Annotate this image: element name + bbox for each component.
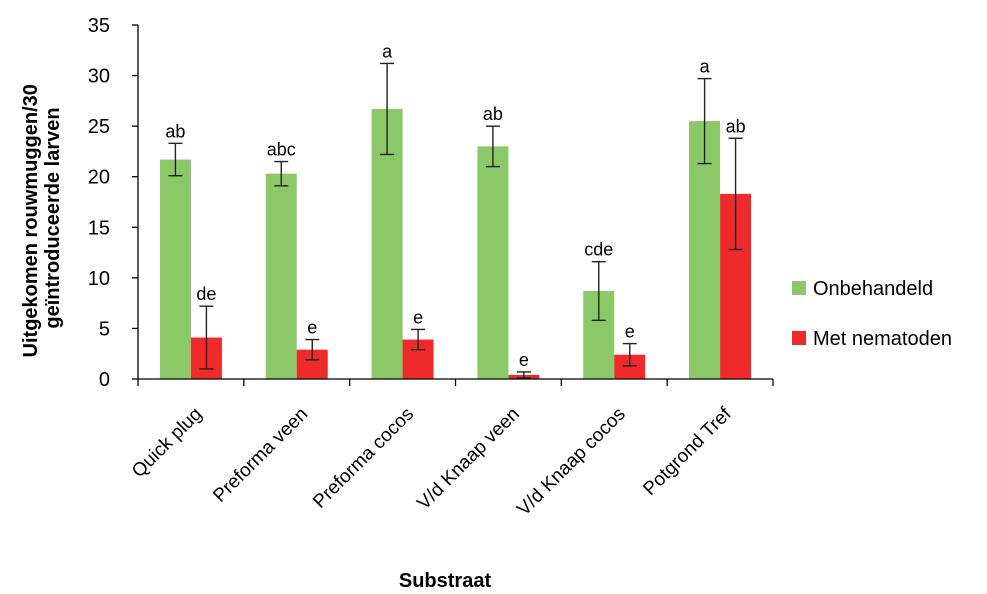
y-tick-label: 10	[88, 268, 110, 290]
significance-letters: ab abc a ab cde a de e e e e ab	[165, 41, 745, 369]
significance-letter: de	[196, 284, 216, 304]
x-category-label: Preforma cocos	[309, 404, 418, 513]
bars	[159, 108, 752, 379]
y-tick-label: 25	[88, 116, 110, 138]
y-tick-label: 0	[99, 369, 110, 391]
significance-letter: abc	[267, 140, 296, 160]
y-axis-title-line-1: Uitgekomen rouwmuggen/30	[20, 84, 42, 357]
x-category-label: Potgrond Tref	[639, 403, 736, 500]
y-tick-label: 20	[88, 167, 110, 189]
legend-swatch-met-nematoden	[792, 331, 806, 345]
x-axis-title: Substraat	[399, 570, 492, 592]
significance-letter: ab	[165, 121, 185, 141]
significance-letter: e	[625, 322, 635, 342]
legend-label-met-nematoden: Met nematoden	[813, 328, 952, 350]
y-tick-label: 5	[99, 318, 110, 340]
y-axis-ticks: 0 5 10 15 20 25 30 35	[88, 15, 138, 391]
significance-letter: ab	[483, 104, 503, 124]
significance-letter: e	[413, 307, 423, 327]
significance-letter: cde	[584, 240, 613, 260]
error-bars	[168, 62, 743, 379]
y-tick-label: 35	[88, 15, 110, 37]
x-category-label: Quick plug	[128, 404, 206, 482]
legend-swatch-onbehandeld	[792, 281, 806, 295]
y-axis-title: Uitgekomen rouwmuggen/30 geïntroduceerde…	[20, 79, 64, 358]
y-axis-title-line-2: geïntroduceerde larven	[42, 107, 64, 328]
significance-letter: ab	[726, 116, 746, 136]
legend: Onbehandeld Met nematoden	[792, 278, 952, 350]
bar-onbehandeld	[265, 173, 297, 379]
significance-letter: e	[307, 318, 317, 338]
legend-label-onbehandeld: Onbehandeld	[813, 278, 933, 300]
x-category-label: V/d Knaap veen	[413, 404, 523, 514]
significance-letter: a	[700, 57, 711, 77]
x-category-label: V/d Knaap cocos	[513, 404, 629, 520]
y-tick-label: 15	[88, 217, 110, 239]
y-tick-label: 30	[88, 66, 110, 88]
bar-onbehandeld	[159, 159, 191, 379]
x-category-label: Preforma veen	[209, 404, 312, 507]
bar-onbehandeld	[477, 146, 509, 379]
significance-letter: e	[519, 350, 529, 370]
significance-letter: a	[382, 41, 393, 61]
